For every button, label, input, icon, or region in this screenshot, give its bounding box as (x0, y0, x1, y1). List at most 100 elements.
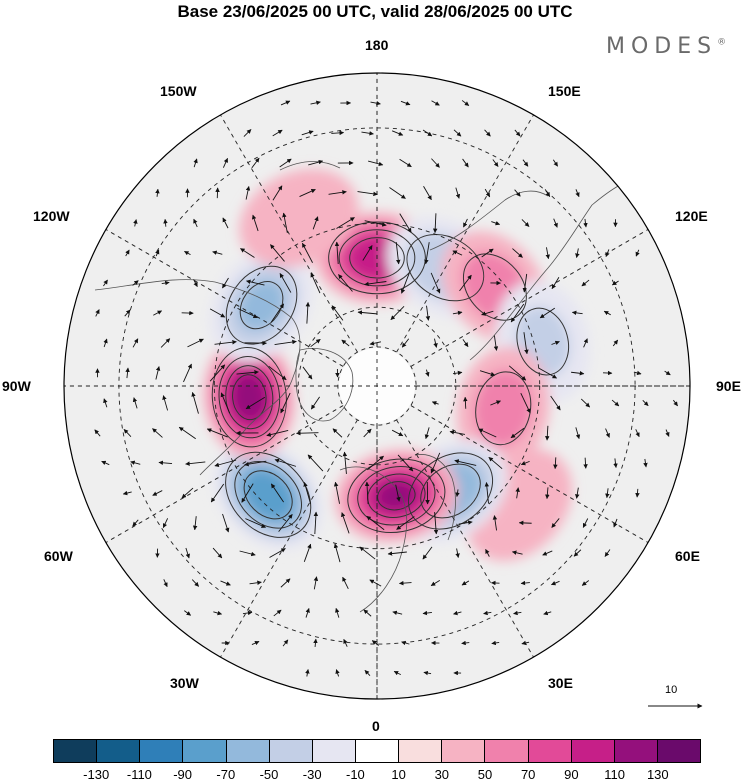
wind-vector (508, 365, 527, 381)
anomaly-contours (211, 221, 570, 538)
positive-anomaly-shade (239, 168, 359, 268)
wind-vector (362, 245, 373, 261)
wind-vector (423, 670, 432, 676)
wind-vector (488, 456, 503, 470)
wind-vector (244, 460, 267, 467)
modes-logo: MODES® (606, 34, 727, 59)
wind-vector (522, 273, 528, 293)
graticule (64, 73, 690, 699)
wind-vector (400, 272, 410, 294)
colorbar-tick-label: -30 (302, 767, 322, 782)
anomaly-contour (338, 229, 416, 287)
wind-vector (132, 338, 139, 348)
colorbar-segment (54, 740, 97, 762)
meridian-line (105, 229, 344, 367)
wind-vector (274, 339, 297, 346)
negative-anomaly-shade (242, 469, 294, 521)
wind-vector (432, 213, 438, 234)
colorbar-tick-label: -50 (259, 767, 279, 782)
wind-vector (612, 339, 619, 347)
colorbar-tick-label: 70 (520, 767, 536, 782)
wind-vector (458, 520, 473, 525)
wind-vector (153, 310, 163, 316)
positive-anomaly-shade (376, 480, 417, 511)
wind-vector (212, 547, 223, 559)
lon-label-90e: 90E (716, 378, 741, 394)
wind-vector (270, 244, 285, 262)
colorbar-segment (527, 740, 571, 762)
wind-vector (571, 371, 585, 376)
wind-vector (522, 159, 529, 167)
anomaly-contour (357, 466, 436, 526)
wind-vector (132, 519, 139, 527)
wind-vector (313, 511, 319, 535)
wind-vector (463, 396, 468, 409)
wind-vector (523, 332, 529, 355)
wind-vector (245, 518, 266, 528)
wind-vector (183, 363, 192, 383)
wind-vector (399, 213, 412, 233)
wind-vector (514, 189, 521, 197)
wind-vector (103, 338, 108, 348)
wind-vector (455, 489, 460, 498)
wind-vector (370, 100, 381, 106)
wind-vector (391, 429, 404, 437)
wind-vector (122, 490, 132, 496)
wind-vector (490, 400, 501, 406)
wind-vector (313, 638, 318, 648)
anomaly-contour (516, 307, 570, 376)
wind-vector (484, 129, 491, 137)
reference-vector-label: 10 (665, 684, 678, 696)
anomaly-contour (225, 365, 274, 430)
wind-vector (397, 454, 414, 472)
wind-vector (332, 428, 343, 438)
wind-vector (605, 488, 610, 499)
meridian-line (220, 419, 358, 658)
wind-vector (433, 338, 438, 348)
wind-vector (192, 516, 198, 531)
wind-vector (155, 249, 160, 257)
wind-vector (455, 548, 460, 558)
wind-vector (239, 550, 256, 557)
wind-vector (395, 484, 401, 502)
chart-title: Base 23/06/2025 00 UTC, valid 28/06/2025… (177, 2, 573, 21)
wind-vector (484, 188, 491, 198)
colorbar-segment (311, 740, 355, 762)
wind-vector (132, 397, 138, 409)
wind-vector (338, 274, 353, 292)
wind-vector (296, 430, 319, 436)
wind-vector (334, 241, 340, 265)
anomaly-contour (232, 374, 267, 421)
wind-vector (357, 191, 378, 197)
wind-vector (274, 458, 297, 467)
north-america-coast (94, 279, 301, 476)
wind-vector (518, 520, 532, 526)
wind-vector (310, 396, 320, 410)
wind-vector (193, 218, 198, 228)
wind-vector (212, 250, 223, 255)
wind-vector (449, 430, 466, 435)
wind-vector (390, 306, 405, 320)
wind-vector (553, 457, 558, 470)
anomaly-contour (462, 253, 527, 321)
wind-vector (583, 457, 588, 469)
wind-vector (364, 281, 387, 287)
wind-vector (333, 543, 341, 563)
wind-vector (222, 513, 230, 533)
wind-vector (462, 339, 469, 348)
wind-vector (543, 610, 552, 616)
wind-vector (539, 307, 556, 319)
wind-vector (431, 100, 440, 106)
wind-vector (185, 547, 190, 559)
wind-vector (209, 364, 226, 382)
lon-label-180: 180 (365, 37, 389, 53)
wind-vector (605, 428, 610, 438)
wind-vector (672, 399, 678, 407)
wind-vector (193, 279, 198, 288)
colorbar-segment (354, 740, 399, 762)
wind-vector (431, 401, 439, 406)
wind-vector (455, 187, 461, 199)
anomaly-contour (239, 281, 284, 330)
wind-vector (222, 217, 229, 229)
